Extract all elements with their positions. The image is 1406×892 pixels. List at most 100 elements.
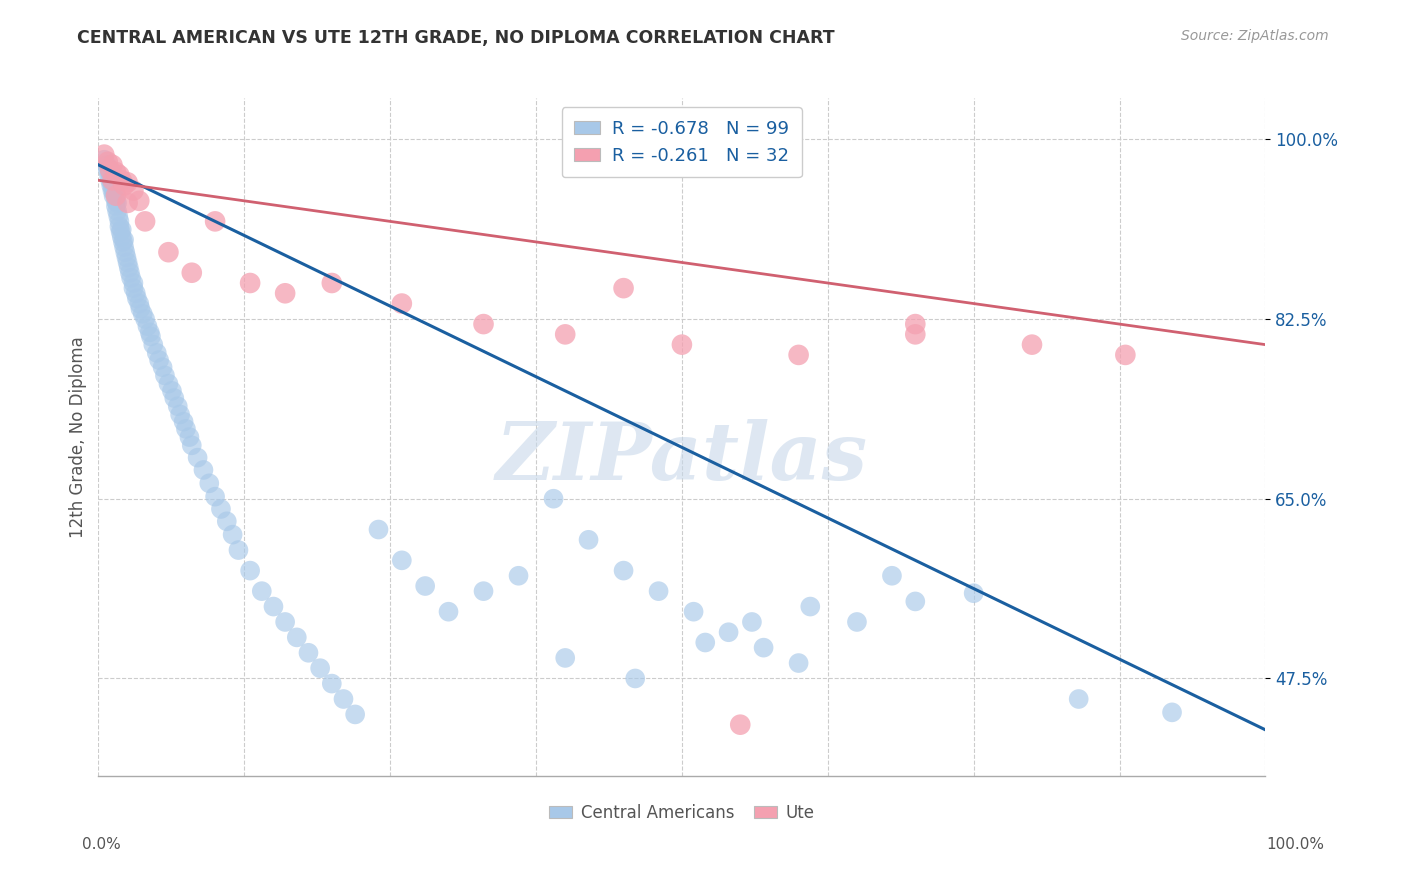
Point <box>508 568 530 582</box>
Point <box>578 533 600 547</box>
Point <box>96 158 118 172</box>
Point <box>413 579 436 593</box>
Point <box>624 672 647 686</box>
Point <box>153 368 176 383</box>
Text: CENTRAL AMERICAN VS UTE 12TH GRADE, NO DIPLOMA CORRELATION CHART: CENTRAL AMERICAN VS UTE 12TH GRADE, NO D… <box>77 29 835 46</box>
Point <box>118 266 141 280</box>
Point <box>250 584 273 599</box>
Text: Source: ZipAtlas.com: Source: ZipAtlas.com <box>1181 29 1329 43</box>
Point <box>880 568 903 582</box>
Point <box>285 631 308 645</box>
Point <box>93 153 115 167</box>
Point <box>122 184 145 198</box>
Point <box>169 408 191 422</box>
Point <box>114 245 136 260</box>
Point <box>391 553 413 567</box>
Point <box>180 266 202 280</box>
Point <box>180 438 202 452</box>
Point <box>101 173 124 187</box>
Point <box>122 276 145 290</box>
Point <box>101 184 124 198</box>
Text: ZIPatlas: ZIPatlas <box>496 418 868 496</box>
Point <box>904 327 927 342</box>
Point <box>1021 337 1043 351</box>
Point <box>98 165 121 179</box>
Point <box>787 348 810 362</box>
Point <box>105 204 128 219</box>
Point <box>695 635 717 649</box>
Point <box>98 163 121 178</box>
Point <box>671 337 693 351</box>
Point <box>321 676 343 690</box>
Legend: Central Americans, Ute: Central Americans, Ute <box>543 797 821 829</box>
Point <box>134 214 156 228</box>
Point <box>111 173 134 187</box>
Point <box>787 656 810 670</box>
Point <box>209 502 232 516</box>
Point <box>146 346 169 360</box>
Point <box>239 276 262 290</box>
Point <box>344 707 367 722</box>
Point <box>93 147 115 161</box>
Point <box>112 240 135 254</box>
Point <box>104 186 127 200</box>
Point <box>391 296 413 310</box>
Point <box>846 615 869 629</box>
Point <box>104 199 127 213</box>
Point <box>543 491 565 506</box>
Point <box>136 319 159 334</box>
Point <box>103 181 125 195</box>
Point <box>193 463 215 477</box>
Point <box>554 651 576 665</box>
Point <box>262 599 284 614</box>
Point <box>204 490 226 504</box>
Point <box>142 337 165 351</box>
Point <box>100 178 122 193</box>
Point <box>321 276 343 290</box>
Point <box>554 327 576 342</box>
Point <box>110 225 132 239</box>
Point <box>239 564 262 578</box>
Text: 100.0%: 100.0% <box>1267 838 1324 852</box>
Point <box>613 564 636 578</box>
Point <box>134 312 156 326</box>
Point <box>139 326 162 340</box>
Point <box>647 584 669 599</box>
Point <box>97 154 120 169</box>
Point <box>132 307 155 321</box>
Point <box>108 214 131 228</box>
Point <box>152 360 174 375</box>
Point <box>105 195 128 210</box>
Point <box>215 514 238 528</box>
Point <box>904 317 927 331</box>
Point <box>437 605 460 619</box>
Point <box>118 260 141 275</box>
Point <box>112 178 135 193</box>
Point <box>112 233 135 247</box>
Point <box>125 286 148 301</box>
Point <box>104 188 127 202</box>
Point <box>128 296 150 310</box>
Point <box>166 399 188 413</box>
Point <box>157 376 180 391</box>
Point <box>120 271 142 285</box>
Text: 0.0%: 0.0% <box>82 838 121 852</box>
Point <box>799 599 821 614</box>
Point <box>717 625 740 640</box>
Point <box>111 235 134 249</box>
Point <box>125 292 148 306</box>
Point <box>107 209 129 223</box>
Point <box>730 717 752 731</box>
Point <box>97 163 120 178</box>
Point <box>187 450 209 465</box>
Point <box>117 175 139 189</box>
Y-axis label: 12th Grade, No Diploma: 12th Grade, No Diploma <box>69 336 87 538</box>
Point <box>148 353 170 368</box>
Point <box>128 194 150 208</box>
Point <box>160 384 183 398</box>
Point <box>682 605 704 619</box>
Point <box>904 594 927 608</box>
Point <box>174 422 197 436</box>
Point <box>104 165 127 179</box>
Point <box>1161 706 1184 720</box>
